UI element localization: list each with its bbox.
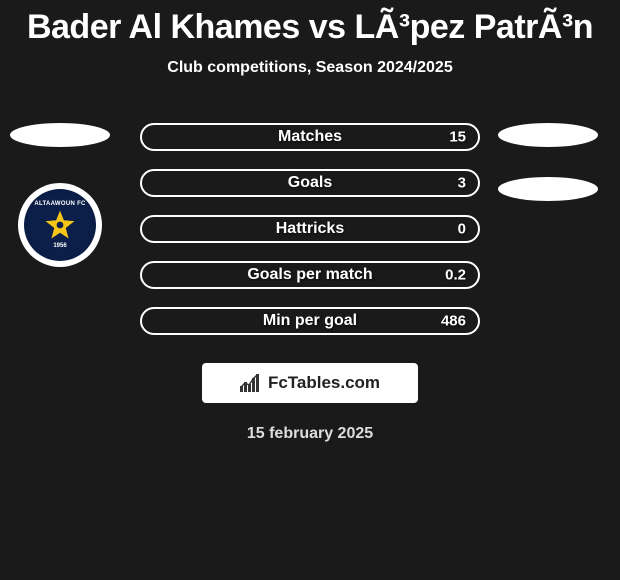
stat-row-min-per-goal: Min per goal 486: [140, 307, 480, 335]
left-player-badges: ALTAAWOUN FC 1956: [8, 123, 112, 267]
stat-rows: Matches 15 Goals 3 Hattricks 0 Goals per…: [140, 123, 480, 335]
player-photo-placeholder-left: [10, 123, 110, 147]
stat-value: 0: [458, 221, 466, 238]
page-title: Bader Al Khames vs LÃ³pez PatrÃ³n: [0, 0, 620, 47]
page-subtitle: Club competitions, Season 2024/2025: [0, 59, 620, 77]
stat-value: 0.2: [445, 267, 466, 284]
stat-label: Matches: [278, 128, 342, 146]
club-badge-left: ALTAAWOUN FC 1956: [18, 183, 102, 267]
club-badge-inner: ALTAAWOUN FC 1956: [24, 189, 96, 261]
stat-label: Min per goal: [263, 312, 357, 330]
stat-row-matches: Matches 15: [140, 123, 480, 151]
stat-row-hattricks: Hattricks 0: [140, 215, 480, 243]
club-badge-top-text: ALTAAWOUN FC: [34, 201, 85, 207]
content-area: ALTAAWOUN FC 1956 Matches 15 Goals 3: [0, 123, 620, 443]
stat-value: 3: [458, 175, 466, 192]
stat-value: 486: [441, 313, 466, 330]
club-badge-year: 1956: [53, 243, 66, 249]
player-photo-placeholder-right-2: [498, 177, 598, 201]
branding-text: FcTables.com: [268, 373, 380, 393]
right-player-badges: [496, 123, 600, 201]
stat-label: Goals: [288, 174, 332, 192]
stat-label: Goals per match: [247, 266, 372, 284]
player-photo-placeholder-right-1: [498, 123, 598, 147]
stat-value: 15: [449, 129, 466, 146]
stat-row-goals-per-match: Goals per match 0.2: [140, 261, 480, 289]
branding-box: FcTables.com: [202, 363, 418, 403]
bars-icon: [240, 374, 262, 392]
stat-label: Hattricks: [276, 220, 344, 238]
stat-row-goals: Goals 3: [140, 169, 480, 197]
date-line: 15 february 2025: [0, 425, 620, 443]
club-badge-star-icon: [44, 209, 76, 241]
